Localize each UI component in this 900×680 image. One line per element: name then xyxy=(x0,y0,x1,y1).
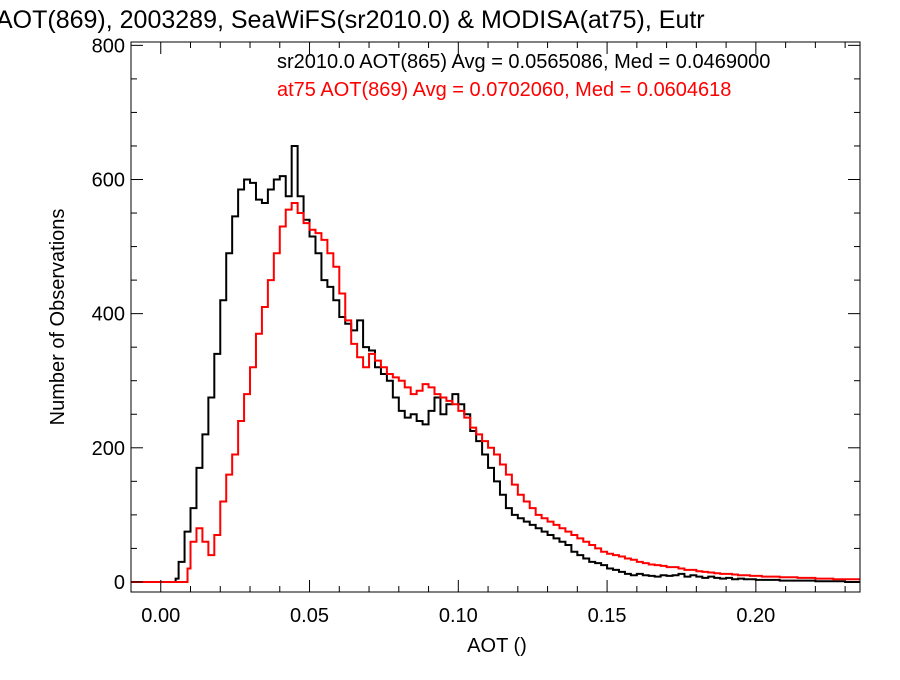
x-tick-label: 0.05 xyxy=(290,605,329,627)
x-axis-label: AOT () xyxy=(467,635,527,657)
series-line-sr2010 xyxy=(131,144,860,583)
y-tick-label: 200 xyxy=(92,438,125,460)
series-line-at75 xyxy=(131,201,860,583)
y-axis-label: Number of Observations xyxy=(47,209,69,426)
chart-title: AOT(869), 2003289, SeaWiFS(sr2010.0) & M… xyxy=(0,6,705,34)
x-tick-label: 0.20 xyxy=(736,605,775,627)
y-tick-label: 800 xyxy=(92,35,125,57)
annotation-sr2010-stats: sr2010.0 AOT(865) Avg = 0.0565086, Med =… xyxy=(277,51,770,73)
plot-frame xyxy=(130,41,861,593)
plot-area xyxy=(131,144,860,583)
axes: 0.00 0.05 0.10 0.15 0.20 0 200 400 600 800 xyxy=(92,35,861,627)
x-tick-label: 0.15 xyxy=(588,605,627,627)
y-tick-label: 600 xyxy=(92,170,125,192)
y-tick-label: 400 xyxy=(92,304,125,326)
y-tick-label: 0 xyxy=(114,572,125,594)
x-tick-label: 0.00 xyxy=(141,605,180,627)
annotation-at75-stats: at75 AOT(869) Avg = 0.0702060, Med = 0.0… xyxy=(277,79,731,101)
x-tick-label: 0.10 xyxy=(439,605,478,627)
